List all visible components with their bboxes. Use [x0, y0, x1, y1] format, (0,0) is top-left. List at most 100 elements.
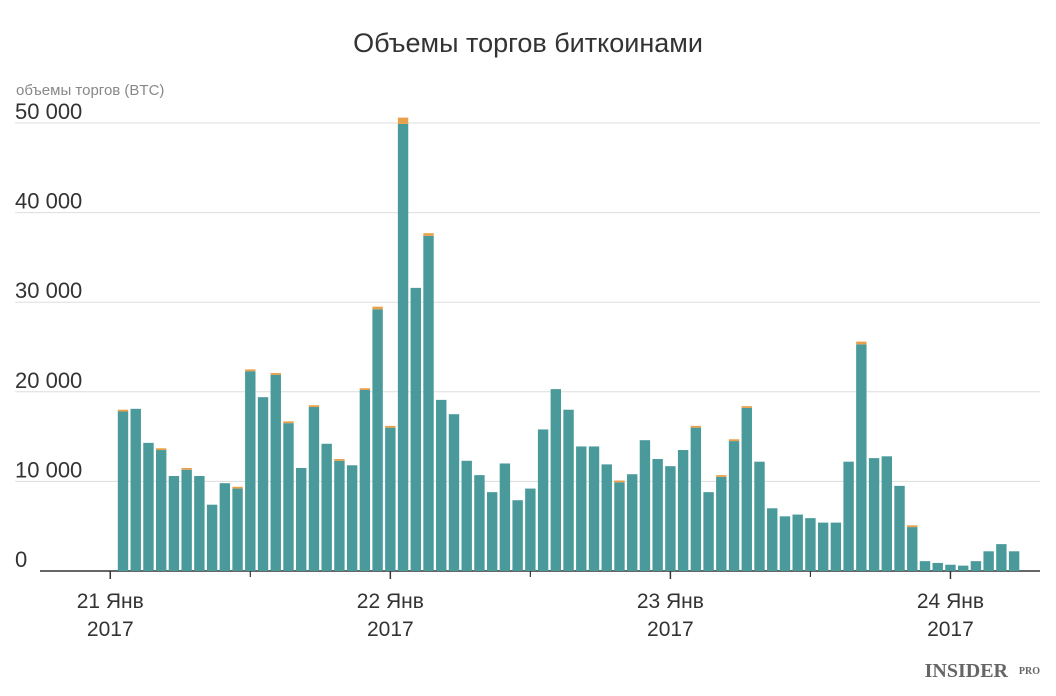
bar [397, 123, 409, 572]
bar [155, 448, 167, 451]
bar [677, 450, 689, 571]
bar [779, 516, 791, 571]
bar [283, 423, 294, 571]
bar [868, 458, 880, 571]
bar [130, 408, 141, 571]
bar [830, 522, 842, 571]
x-tick-year: 2017 [87, 618, 134, 641]
bar [308, 405, 320, 408]
bar [588, 446, 600, 571]
bar [728, 439, 740, 442]
bar [512, 500, 523, 571]
bar [614, 482, 625, 571]
logo-sub: PRO [1019, 666, 1040, 677]
bar [919, 561, 931, 571]
y-tick-label: 0 [15, 547, 27, 572]
x-tick-label: 23 Янв [637, 590, 704, 613]
bar [359, 388, 371, 391]
y-tick-label: 20 000 [15, 368, 82, 393]
bar [576, 446, 587, 571]
bar [817, 522, 829, 571]
bar [308, 407, 320, 571]
bar [716, 476, 727, 571]
bar [232, 488, 243, 571]
bar [805, 518, 816, 571]
bar [296, 467, 307, 571]
bar [117, 411, 129, 571]
bar [448, 414, 460, 571]
bar [219, 483, 231, 571]
bar [143, 442, 154, 571]
bar [423, 235, 434, 571]
bar [245, 371, 256, 571]
bar [703, 492, 714, 571]
y-axis-label: объемы торгов (BTC) [16, 82, 164, 99]
y-tick-label: 40 000 [15, 189, 82, 214]
bar [601, 464, 612, 571]
bar [652, 459, 663, 571]
x-tick-year: 2017 [647, 618, 694, 641]
bar [486, 492, 498, 571]
bar [270, 374, 281, 571]
bar [792, 514, 803, 571]
bar [461, 460, 472, 571]
bar [856, 341, 867, 345]
bar [117, 409, 129, 412]
x-tick-label: 21 Янв [77, 590, 144, 613]
x-tick-label: 22 Янв [357, 590, 424, 613]
bar [881, 456, 892, 571]
bar [372, 309, 383, 571]
bar [168, 476, 180, 571]
y-tick-label: 30 000 [15, 278, 82, 303]
bar [741, 406, 752, 408]
bar [155, 450, 167, 571]
bar [385, 425, 396, 428]
bar [856, 344, 867, 571]
bar [563, 409, 574, 571]
bar [257, 397, 269, 571]
bar [639, 440, 651, 571]
bar [423, 233, 434, 236]
bar [894, 485, 905, 571]
bar [385, 427, 396, 571]
bar [537, 429, 549, 571]
bar [932, 562, 943, 571]
bar [945, 564, 956, 571]
bar [767, 508, 778, 571]
bar [372, 306, 383, 310]
y-tick-label: 10 000 [15, 457, 82, 482]
bar [957, 565, 969, 571]
bar [499, 463, 511, 571]
bar [334, 460, 345, 571]
bar [232, 486, 243, 489]
bar [741, 407, 752, 571]
bar [397, 117, 409, 124]
bar [550, 389, 562, 571]
bar [690, 427, 702, 571]
logo: INSIDER [925, 660, 1009, 682]
bar [716, 475, 727, 477]
bar [334, 459, 345, 461]
bar [983, 551, 994, 571]
bar [410, 287, 421, 571]
bar [245, 369, 256, 372]
bar [843, 461, 854, 571]
bar [321, 443, 332, 571]
bar [907, 527, 918, 571]
bar [728, 441, 740, 571]
bar [346, 465, 358, 571]
bar [359, 390, 371, 571]
bar [614, 480, 625, 483]
y-tick-label: 50 000 [15, 99, 82, 124]
x-tick-year: 2017 [367, 618, 414, 641]
bar [907, 525, 918, 528]
bar [194, 476, 205, 571]
bar [627, 474, 638, 571]
bar [283, 421, 294, 424]
bar [690, 425, 702, 428]
bar [181, 469, 192, 571]
bar [970, 561, 982, 571]
bar [474, 475, 485, 571]
chart-title: Объемы торгов биткоинами [353, 28, 703, 58]
